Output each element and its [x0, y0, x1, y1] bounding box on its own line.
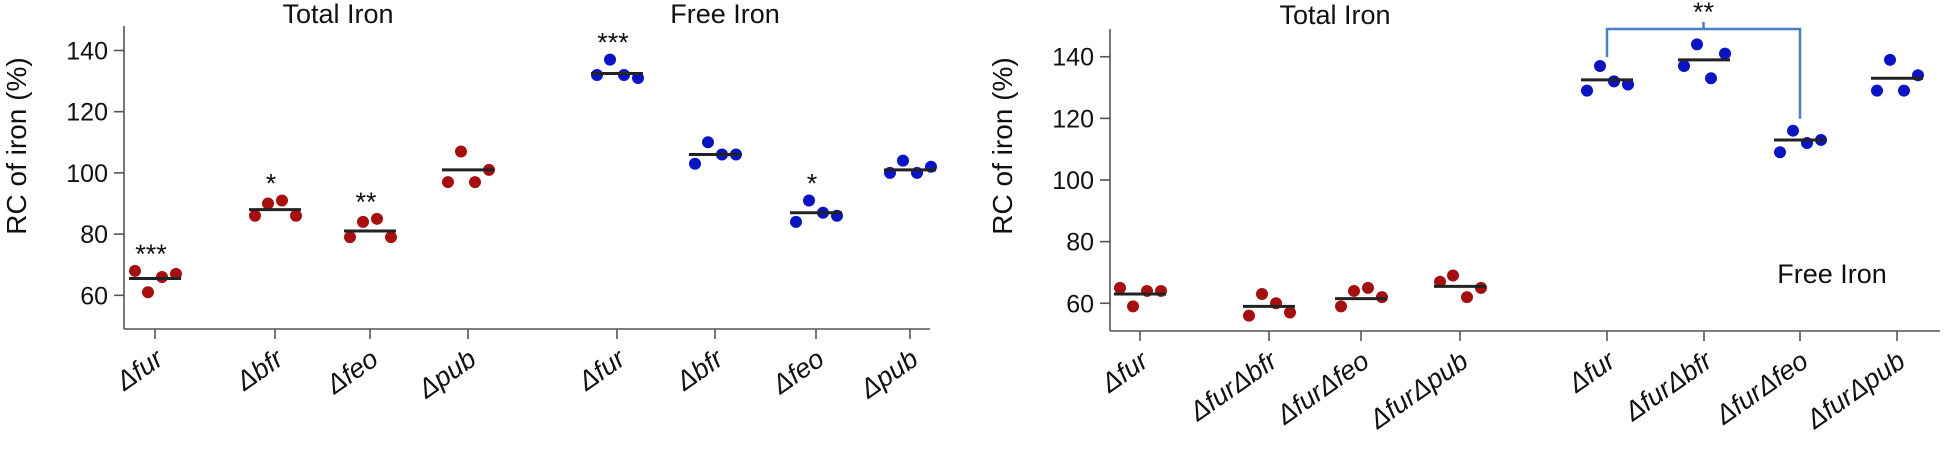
y-tick-label: 60	[1066, 290, 1094, 318]
data-point	[455, 145, 467, 158]
x-tick-label: ΔfurΔfeo	[1709, 345, 1813, 431]
data-point	[1127, 300, 1139, 313]
data-point	[618, 68, 630, 81]
data-point	[249, 209, 261, 222]
x-tick-label: Δfeo	[766, 343, 830, 400]
significance-label: *	[807, 168, 818, 198]
y-tick-label: 60	[80, 282, 108, 310]
x-tick-label: Δbfr	[670, 343, 730, 397]
data-point	[156, 270, 168, 283]
group-title-free-iron-right: Free Iron	[1777, 259, 1887, 289]
x-tick-label: Δfur	[1095, 345, 1155, 399]
y-tick-label: 80	[1066, 229, 1094, 257]
data-point	[1787, 124, 1799, 137]
data-point	[1622, 78, 1634, 91]
data-point	[1256, 288, 1268, 301]
x-tick-label: ΔfurΔbfr	[1183, 345, 1283, 428]
data-point	[1678, 59, 1690, 72]
data-point	[371, 212, 383, 225]
x-tick-label: Δfur	[110, 343, 170, 397]
data-point	[276, 194, 288, 207]
significance-label: *	[266, 168, 277, 198]
x-tick-label: Δpub	[854, 343, 924, 404]
data-point	[1898, 84, 1910, 97]
data-point	[702, 136, 714, 149]
significance-bracket: **	[1605, 0, 1802, 119]
data-point	[344, 231, 356, 244]
data-point	[1284, 306, 1296, 319]
data-point	[1581, 84, 1593, 97]
bracket-significance-label: **	[1693, 0, 1715, 27]
group-title-total-iron-right: Total Iron	[1279, 0, 1390, 30]
data-point	[1114, 281, 1126, 294]
data-point	[170, 267, 182, 280]
x-tick-label: Δpub	[412, 343, 482, 404]
data-point	[1243, 309, 1255, 322]
x-ticks-left: Δfur Δbfr Δfeo Δpub Δfur Δbfr Δfeo Δpub	[110, 329, 924, 405]
x-tick-label: Δfur	[1562, 345, 1622, 399]
x-tick-label: ΔfurΔpub	[1363, 345, 1473, 435]
data-point	[129, 264, 141, 277]
bracket-line	[1605, 27, 1802, 119]
y-tick-label: 120	[1052, 105, 1094, 133]
data-point	[1608, 75, 1620, 88]
y-tick-label: 100	[66, 160, 108, 188]
x-tick-label: ΔfurΔfeo	[1270, 345, 1374, 431]
y-tick-label: 80	[80, 221, 108, 249]
data-point	[1362, 281, 1374, 294]
y-axis-label-left: RC of iron (%)	[1, 57, 32, 234]
data-point	[897, 154, 909, 167]
data-point	[1376, 291, 1388, 304]
data-point	[1434, 275, 1446, 288]
significance-label: ***	[597, 28, 629, 58]
x-tick-label: Δfur	[572, 343, 632, 397]
data-point	[142, 286, 154, 299]
data-point	[1335, 300, 1347, 313]
y-axis-label-right: RC of iron (%)	[987, 57, 1018, 234]
data-point	[1705, 72, 1717, 85]
significance-label: ***	[135, 239, 167, 269]
x-tick-label: ΔfurΔbfr	[1618, 345, 1718, 428]
data-point	[1461, 291, 1473, 304]
data-point	[803, 194, 815, 207]
y-ticks-right: 60 80 100 120 140	[1052, 44, 1110, 318]
data-point	[1475, 281, 1487, 294]
data-point	[591, 68, 603, 81]
data-point	[442, 176, 454, 189]
data-point	[1884, 53, 1896, 66]
data-point	[290, 209, 302, 222]
x-tick-label: Δbfr	[230, 343, 290, 397]
data-point	[1594, 59, 1606, 72]
data-point	[689, 157, 701, 170]
data-point	[1774, 146, 1786, 159]
x-tick-label: ΔfurΔpub	[1800, 345, 1910, 435]
y-tick-label: 120	[66, 99, 108, 127]
data-point	[1719, 47, 1731, 60]
data-point	[1348, 284, 1360, 297]
marks-right	[1114, 38, 1924, 322]
y-ticks-left: 60 80 100 120 140	[66, 37, 124, 310]
data-point	[604, 53, 616, 66]
data-point	[632, 72, 644, 85]
data-point	[1691, 38, 1703, 51]
group-title-total-iron-left: Total Iron	[282, 0, 393, 29]
data-point	[262, 197, 274, 210]
data-point	[1871, 84, 1883, 97]
x-tick-label: Δfeo	[320, 343, 384, 400]
data-point	[385, 231, 397, 244]
y-tick-label: 100	[1052, 167, 1094, 195]
significance-label: **	[355, 187, 377, 217]
y-tick-label: 140	[66, 37, 108, 65]
group-title-free-iron-left: Free Iron	[670, 0, 780, 29]
marks-left: **********	[129, 28, 937, 299]
data-point	[1447, 269, 1459, 282]
y-tick-label: 140	[1052, 44, 1094, 72]
data-point	[469, 176, 481, 189]
data-point	[790, 215, 802, 228]
data-point	[357, 215, 369, 228]
